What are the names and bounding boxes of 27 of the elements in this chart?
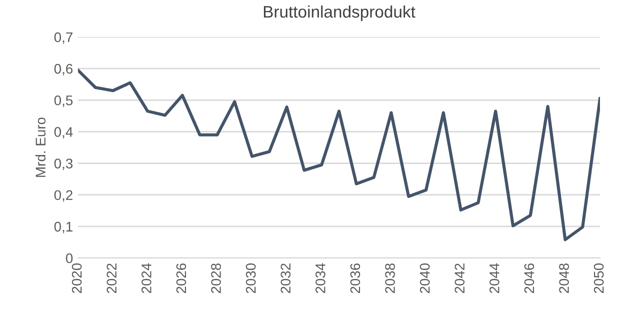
x-tick-label: 2048 bbox=[559, 263, 569, 294]
x-tick-label: 2050 bbox=[594, 263, 604, 294]
x-tick-label: 2038 bbox=[385, 263, 395, 294]
x-tick-label: 2034 bbox=[315, 263, 326, 294]
y-tick-label: 0,4 bbox=[54, 127, 73, 139]
y-tick-label: 0,1 bbox=[54, 222, 72, 234]
y-tick-label: 0,5 bbox=[54, 95, 73, 107]
x-tick-label: 2020 bbox=[72, 263, 82, 294]
x-tick-label: 2042 bbox=[454, 264, 465, 294]
y-tick-label: 0 bbox=[66, 253, 73, 264]
y-tick-label: 0,3 bbox=[54, 158, 73, 170]
line-series bbox=[78, 68, 600, 242]
x-tick-label: 2030 bbox=[246, 263, 256, 294]
x-tick-label: 2046 bbox=[524, 263, 534, 294]
x-tick-label: 2044 bbox=[489, 263, 500, 294]
x-tick-label: 2032 bbox=[280, 264, 291, 294]
x-tick-label: 2028 bbox=[211, 263, 221, 294]
x-tick-label: 2040 bbox=[420, 263, 430, 294]
y-tick-label: 0,6 bbox=[54, 64, 73, 76]
x-tick-label: 2026 bbox=[176, 263, 186, 294]
x-tick-label: 2024 bbox=[141, 263, 152, 294]
x-tick-label: 2036 bbox=[350, 263, 360, 294]
chart-title: Bruttoinlandsprodukt bbox=[264, 5, 416, 22]
x-tick-label: 2022 bbox=[106, 264, 117, 294]
y-tick-label: 0,2 bbox=[54, 190, 72, 202]
y-axis-title: Mrd. Euro bbox=[35, 118, 46, 177]
y-tick-label: 0,7 bbox=[54, 32, 72, 44]
